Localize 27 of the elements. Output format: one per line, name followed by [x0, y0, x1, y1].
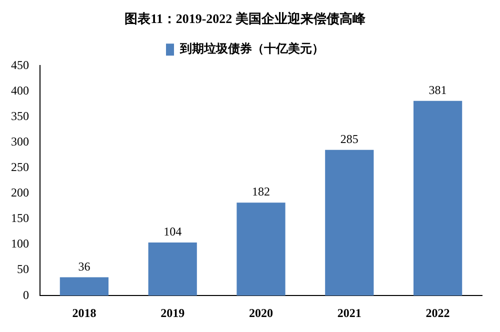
bar	[325, 150, 374, 296]
y-tick-label: 100	[11, 236, 29, 251]
bar	[148, 242, 197, 296]
y-tick-label: 50	[17, 262, 29, 276]
x-tick-label: 2019	[160, 306, 185, 320]
chart-title: 图表11：2019-2022 美国企业迎来偿债高峰	[124, 11, 366, 26]
y-tick-label: 300	[11, 134, 29, 148]
legend-label: 到期垃圾债券（十亿美元）	[179, 42, 324, 56]
data-label: 285	[340, 132, 358, 146]
x-tick-label: 2020	[249, 306, 273, 320]
y-tick-label: 350	[11, 108, 29, 123]
y-tick-label: 400	[11, 83, 29, 98]
y-tick-label: 250	[11, 160, 29, 174]
y-tick-label: 450	[11, 58, 29, 72]
y-tick-label: 150	[11, 211, 29, 226]
bar	[60, 277, 109, 296]
x-tick-label: 2021	[337, 306, 362, 320]
bar	[236, 202, 286, 296]
data-label: 36	[78, 259, 90, 274]
x-tick-label: 2022	[426, 306, 450, 320]
data-label: 381	[428, 83, 447, 98]
x-tick-label: 2018	[72, 306, 96, 320]
bar	[413, 100, 462, 296]
data-label: 182	[252, 184, 270, 199]
data-label: 104	[164, 224, 182, 239]
y-tick-label: 0	[23, 288, 29, 302]
y-tick-label: 200	[11, 186, 29, 200]
